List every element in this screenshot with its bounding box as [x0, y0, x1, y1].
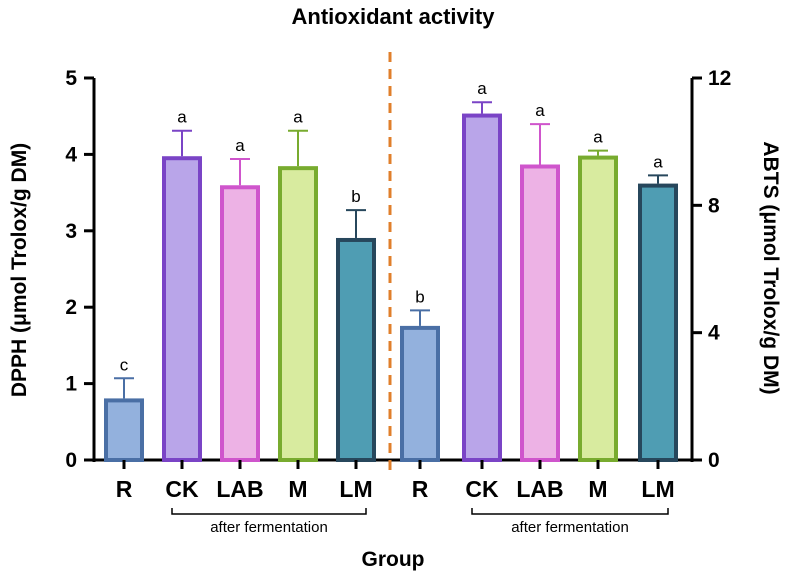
left-y-tick-label: 4	[65, 143, 77, 166]
bar-right-ck	[462, 113, 502, 463]
right-y-tick-label: 8	[708, 194, 720, 217]
bar-left-lab	[220, 185, 260, 462]
significance-letter-right-r: b	[415, 287, 424, 306]
category-label-left-r: R	[116, 476, 133, 502]
labels-layer: c Ra CK a LAB a Mb LM after fermentation b Ra CK a LA…	[116, 79, 675, 536]
bars-layer	[104, 101, 678, 463]
significance-letter-right-m: a	[593, 128, 603, 147]
significance-letter-right-ck: a	[477, 79, 487, 98]
bar-right-m	[578, 155, 618, 462]
bar-right-r	[400, 325, 440, 462]
fermentation-annotation: after fermentation	[511, 519, 629, 536]
left-y-tick-label: 1	[65, 373, 77, 396]
left-y-tick-label: 5	[65, 67, 77, 90]
x-axis-label: Group	[362, 548, 425, 571]
bar-left-lm	[336, 237, 376, 462]
fermentation-annotation: after fermentation	[210, 519, 328, 536]
significance-letter-right-lm: a	[653, 152, 663, 171]
left-y-tick-label: 0	[65, 449, 77, 472]
significance-letter-left-lab: a	[235, 136, 245, 155]
bar-left-m	[278, 166, 318, 462]
bar-left-r	[104, 398, 144, 462]
category-label-left-lm: LM	[339, 476, 372, 502]
category-label-right-r: R	[412, 476, 429, 502]
bar-right-lab	[520, 164, 560, 462]
right-y-tick-label: 12	[708, 67, 731, 90]
significance-letter-left-lm: b	[351, 187, 360, 206]
left-y-tick-label: 3	[65, 220, 77, 243]
bar-left-ck	[162, 156, 202, 462]
significance-letter-left-ck: a	[177, 108, 187, 127]
left-y-tick-label: 2	[65, 296, 77, 319]
category-label-left-m: M	[288, 476, 307, 502]
significance-letter-right-lab: a	[535, 101, 545, 120]
significance-letter-left-r: c	[120, 355, 129, 374]
right-y-tick-label: 4	[708, 322, 720, 345]
category-label-right-lab: LAB	[516, 476, 563, 502]
right-y-axis-label: ABTS (μmol Trolox/g DM)	[759, 141, 782, 394]
left-y-axis-label: DPPH (μmol Trolox/g DM)	[8, 143, 31, 397]
category-label-left-ck: CK	[165, 476, 199, 502]
category-label-right-lm: LM	[641, 476, 674, 502]
category-label-right-m: M	[588, 476, 607, 502]
fermentation-bracket	[171, 508, 367, 515]
right-y-tick-label: 0	[708, 449, 720, 472]
category-label-left-lab: LAB	[216, 476, 263, 502]
bar-right-lm	[638, 183, 678, 462]
chart-title: Antioxidant activity	[292, 4, 496, 29]
significance-letter-left-m: a	[293, 108, 303, 127]
category-label-right-ck: CK	[465, 476, 499, 502]
fermentation-bracket	[471, 508, 669, 515]
